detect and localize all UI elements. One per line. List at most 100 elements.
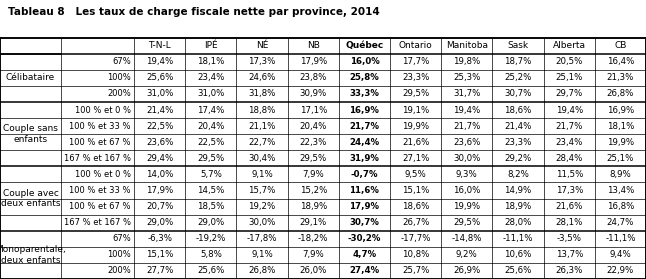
Text: 21,3%: 21,3%	[607, 73, 634, 82]
Text: 8,2%: 8,2%	[507, 170, 529, 179]
Text: 100 % et 0 %: 100 % et 0 %	[75, 105, 131, 115]
Text: 29,0%: 29,0%	[146, 218, 173, 227]
Text: Tableau 8   Les taux de charge fiscale nette par province, 2014: Tableau 8 Les taux de charge fiscale net…	[8, 7, 379, 17]
Text: 30,0%: 30,0%	[248, 218, 276, 227]
Text: 18,6%: 18,6%	[505, 105, 532, 115]
Text: NB: NB	[307, 41, 320, 50]
Text: 21,6%: 21,6%	[402, 138, 430, 147]
Text: 27,1%: 27,1%	[402, 154, 430, 163]
Text: 26,8%: 26,8%	[248, 266, 276, 275]
Text: 15,1%: 15,1%	[146, 250, 173, 259]
Text: Sask: Sask	[508, 41, 528, 50]
Text: 19,4%: 19,4%	[453, 105, 481, 115]
Text: -11,1%: -11,1%	[605, 234, 636, 243]
Text: Alberta: Alberta	[553, 41, 586, 50]
Text: 167 % et 167 %: 167 % et 167 %	[64, 218, 131, 227]
Text: 100 % et 67 %: 100 % et 67 %	[69, 202, 131, 211]
Text: 9,5%: 9,5%	[405, 170, 426, 179]
Text: 28,4%: 28,4%	[556, 154, 583, 163]
Text: 30,9%: 30,9%	[300, 90, 327, 98]
Text: T-N-L: T-N-L	[149, 41, 171, 50]
Text: 67%: 67%	[112, 234, 131, 243]
Text: 16,8%: 16,8%	[607, 202, 634, 211]
Text: 19,2%: 19,2%	[249, 202, 276, 211]
Text: 25,8%: 25,8%	[349, 73, 379, 82]
Text: 7,9%: 7,9%	[302, 170, 324, 179]
Text: 100 % et 67 %: 100 % et 67 %	[69, 138, 131, 147]
Text: 24,4%: 24,4%	[349, 138, 379, 147]
Text: 15,2%: 15,2%	[300, 186, 327, 195]
Text: 28,1%: 28,1%	[556, 218, 583, 227]
Text: 9,4%: 9,4%	[610, 250, 631, 259]
Text: 19,4%: 19,4%	[146, 57, 173, 66]
Text: NÉ: NÉ	[256, 41, 268, 50]
Text: 11,6%: 11,6%	[349, 186, 379, 195]
Text: 25,6%: 25,6%	[505, 266, 532, 275]
Text: Ontario: Ontario	[399, 41, 433, 50]
Text: 100 % et 33 %: 100 % et 33 %	[69, 122, 131, 131]
Text: -11,1%: -11,1%	[503, 234, 533, 243]
Text: 30,7%: 30,7%	[505, 90, 532, 98]
Text: Monoparentale,
deux enfants: Monoparentale, deux enfants	[0, 245, 66, 264]
Text: 100%: 100%	[107, 250, 131, 259]
Text: 9,2%: 9,2%	[456, 250, 477, 259]
Text: 25,3%: 25,3%	[453, 73, 481, 82]
Text: 23,6%: 23,6%	[453, 138, 481, 147]
Text: -6,3%: -6,3%	[147, 234, 172, 243]
Text: 23,6%: 23,6%	[146, 138, 173, 147]
Text: 33,3%: 33,3%	[349, 90, 379, 98]
Text: 19,8%: 19,8%	[453, 57, 481, 66]
Text: -0,7%: -0,7%	[351, 170, 378, 179]
Text: -3,5%: -3,5%	[557, 234, 581, 243]
Text: 4,7%: 4,7%	[352, 250, 377, 259]
Text: 27,4%: 27,4%	[349, 266, 379, 275]
Text: 19,9%: 19,9%	[402, 122, 429, 131]
Text: -18,2%: -18,2%	[298, 234, 329, 243]
Text: 26,9%: 26,9%	[453, 266, 481, 275]
Text: 20,4%: 20,4%	[300, 122, 327, 131]
Text: 25,1%: 25,1%	[556, 73, 583, 82]
Text: 15,7%: 15,7%	[248, 186, 276, 195]
Text: 100 % et 0 %: 100 % et 0 %	[75, 170, 131, 179]
Text: 19,9%: 19,9%	[453, 202, 481, 211]
Text: 16,0%: 16,0%	[453, 186, 481, 195]
Text: 26,0%: 26,0%	[300, 266, 327, 275]
Text: 31,0%: 31,0%	[146, 90, 173, 98]
Text: 25,2%: 25,2%	[505, 73, 532, 82]
Text: 17,7%: 17,7%	[402, 57, 430, 66]
Text: 23,4%: 23,4%	[556, 138, 583, 147]
Text: 31,0%: 31,0%	[197, 90, 225, 98]
Text: 10,8%: 10,8%	[402, 250, 430, 259]
Text: 17,9%: 17,9%	[146, 186, 173, 195]
Text: 10,6%: 10,6%	[505, 250, 532, 259]
Text: 27,7%: 27,7%	[146, 266, 173, 275]
Text: 18,8%: 18,8%	[248, 105, 276, 115]
Text: 17,1%: 17,1%	[300, 105, 327, 115]
Text: 9,1%: 9,1%	[251, 250, 273, 259]
Text: 21,7%: 21,7%	[453, 122, 481, 131]
Text: 24,7%: 24,7%	[607, 218, 634, 227]
Text: 26,3%: 26,3%	[556, 266, 583, 275]
Text: 25,6%: 25,6%	[146, 73, 173, 82]
Text: 17,9%: 17,9%	[349, 202, 379, 211]
Text: 26,7%: 26,7%	[402, 218, 430, 227]
Text: CB: CB	[614, 41, 627, 50]
Text: 29,0%: 29,0%	[197, 218, 225, 227]
Text: 29,2%: 29,2%	[505, 154, 532, 163]
Text: 30,4%: 30,4%	[248, 154, 276, 163]
Text: 18,5%: 18,5%	[197, 202, 225, 211]
Text: 200%: 200%	[107, 90, 131, 98]
Text: 18,6%: 18,6%	[402, 202, 430, 211]
Text: 23,3%: 23,3%	[402, 73, 430, 82]
Text: 22,3%: 22,3%	[300, 138, 327, 147]
Text: 29,1%: 29,1%	[300, 218, 327, 227]
Text: 16,9%: 16,9%	[607, 105, 634, 115]
Text: 29,7%: 29,7%	[556, 90, 583, 98]
Text: 5,7%: 5,7%	[200, 170, 222, 179]
Text: 16,4%: 16,4%	[607, 57, 634, 66]
Text: 11,5%: 11,5%	[556, 170, 583, 179]
Text: Couple sans
enfants: Couple sans enfants	[3, 124, 58, 144]
Text: 25,1%: 25,1%	[607, 154, 634, 163]
Text: 19,1%: 19,1%	[402, 105, 429, 115]
Text: 21,7%: 21,7%	[349, 122, 379, 131]
